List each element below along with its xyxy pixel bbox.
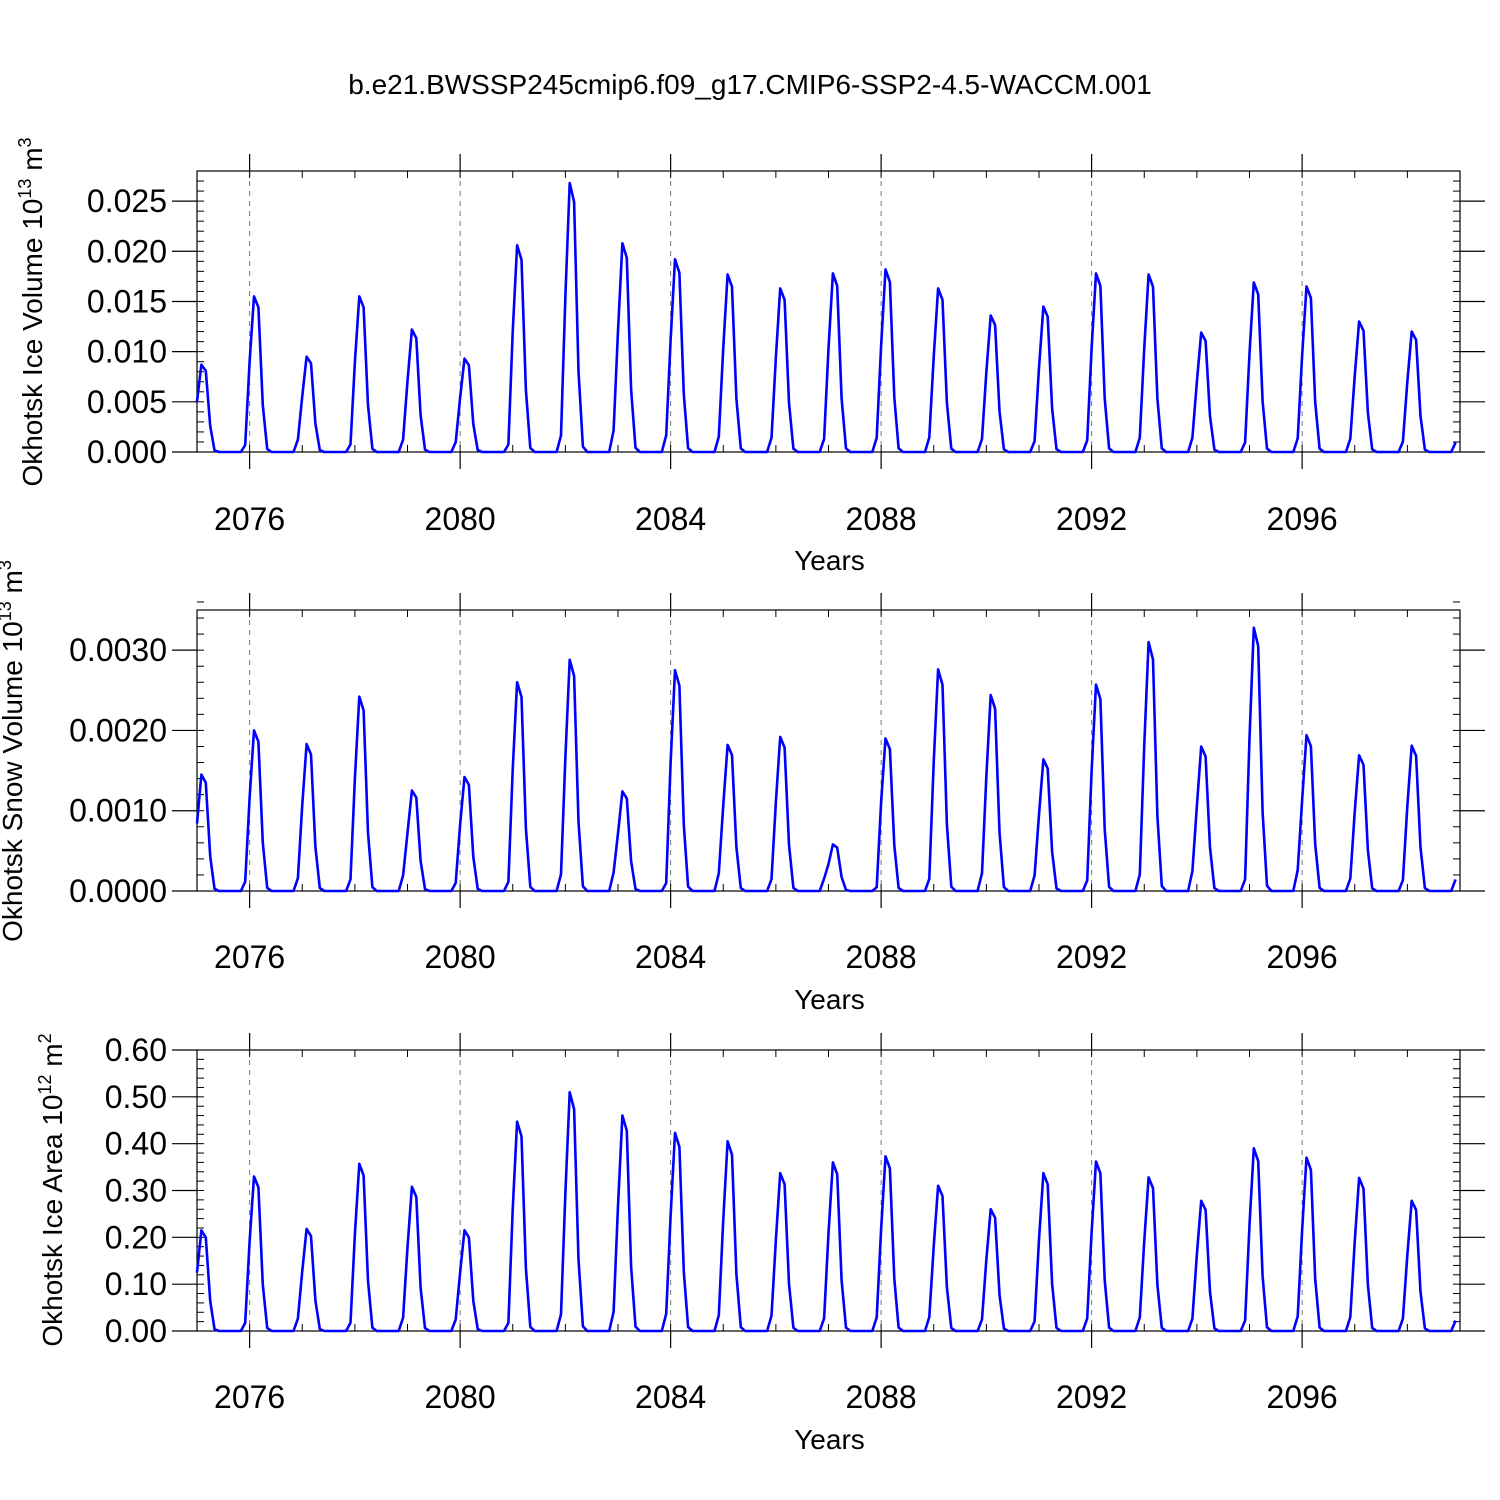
x-tick-label: 2092 (1056, 1379, 1127, 1415)
x-axis-title: Years (794, 1424, 865, 1455)
x-tick-label: 2096 (1267, 939, 1338, 975)
panel-ice-volume: 2076 2080 2084 2088 2092 2096 0.000 0.005 0.010 0… (15, 137, 1485, 576)
plot-frame (196, 609, 1461, 892)
plot-frame (196, 170, 1461, 453)
x-tick-label: 2088 (846, 1379, 917, 1415)
x-tick-label: 2088 (846, 939, 917, 975)
x-tick-label: 2096 (1267, 501, 1338, 537)
x-tick-label: 2092 (1056, 939, 1127, 975)
y-axis-title: Okhotsk Ice Volume 1013 m3 (15, 137, 48, 486)
series-line-snow-volume (195, 626, 1457, 893)
series-line-ice-volume (195, 181, 1457, 454)
y-tick-label: 0.10 (105, 1266, 167, 1302)
x-tick-label: 2084 (635, 939, 706, 975)
figure-title: b.e21.BWSSP245cmip6.f09_g17.CMIP6-SSP2-4… (348, 69, 1152, 100)
x-tick-label: 2084 (635, 501, 706, 537)
y-tick-label: 0.0010 (69, 793, 167, 829)
x-tick-label: 2080 (425, 939, 496, 975)
y-tick-label: 0.0020 (69, 712, 167, 748)
x-tick-label: 2076 (214, 1379, 285, 1415)
x-axis-title: Years (794, 545, 865, 576)
y-tick-label: 0.40 (105, 1126, 167, 1162)
x-tick-label: 2076 (214, 939, 285, 975)
x-tick-label: 2088 (846, 501, 917, 537)
plot-frame (196, 1049, 1461, 1332)
x-tick-label: 2076 (214, 501, 285, 537)
y-axis-title: Okhotsk Snow Volume 1013 m3 (0, 560, 28, 942)
x-axis-title: Years (794, 984, 865, 1015)
panel-snow-volume: 2076 2080 2084 2088 2092 2096 0.0000 0.0010 0.00… (0, 560, 1485, 1015)
panel-ice-area: 2076 2080 2084 2088 2092 2096 0.00 0.10 0.20 0.30… (35, 1032, 1485, 1455)
y-tick-label: 0.00 (105, 1313, 167, 1349)
series-line-ice-area (195, 1090, 1457, 1333)
y-tick-label: 0.0030 (69, 632, 167, 668)
y-tick-label: 0.60 (105, 1032, 167, 1068)
y-tick-label: 0.015 (87, 283, 167, 319)
x-tick-label: 2080 (425, 1379, 496, 1415)
y-tick-label: 0.010 (87, 334, 167, 370)
y-tick-label: 0.020 (87, 233, 167, 269)
x-tick-label: 2080 (425, 501, 496, 537)
x-tick-label: 2092 (1056, 501, 1127, 537)
y-tick-label: 0.005 (87, 384, 167, 420)
x-tick-label: 2096 (1267, 1379, 1338, 1415)
y-tick-label: 0.50 (105, 1079, 167, 1115)
panels: 2076 2080 2084 2088 2092 2096 0.000 0.005 0.010 0… (0, 137, 1485, 1455)
y-tick-label: 0.000 (87, 434, 167, 470)
y-tick-label: 0.20 (105, 1219, 167, 1255)
y-tick-label: 0.0000 (69, 873, 167, 909)
y-tick-label: 0.025 (87, 183, 167, 219)
y-axis-title: Okhotsk Ice Area 1012 m2 (35, 1033, 68, 1346)
y-tick-label: 0.30 (105, 1173, 167, 1209)
x-tick-label: 2084 (635, 1379, 706, 1415)
